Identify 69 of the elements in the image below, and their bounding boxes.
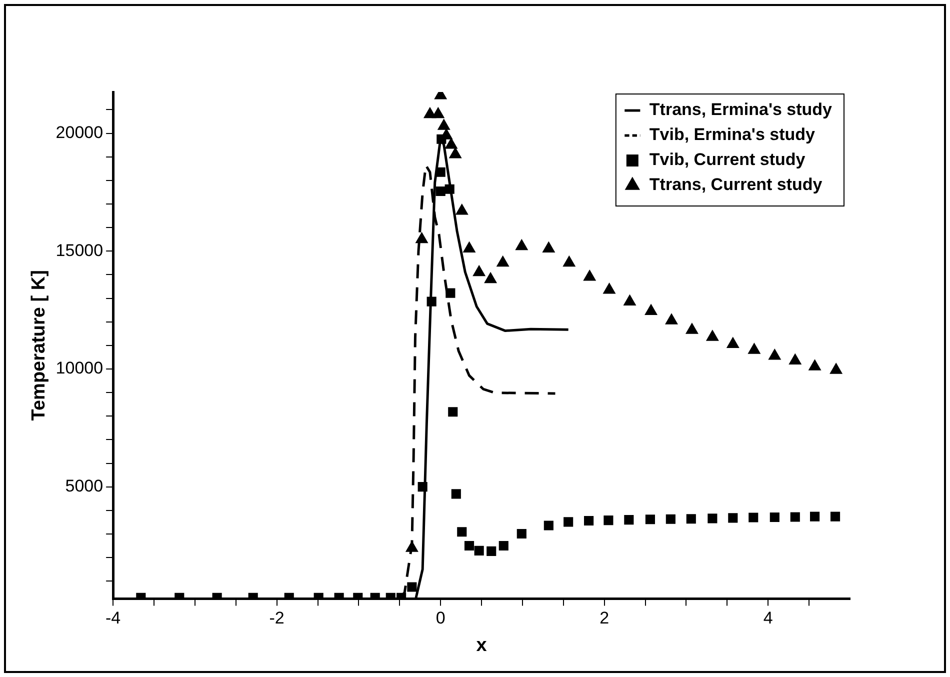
point bbox=[543, 242, 554, 253]
point bbox=[769, 350, 780, 360]
point bbox=[686, 324, 698, 334]
point bbox=[424, 108, 436, 118]
y-tick-label: 15000 bbox=[56, 240, 104, 260]
point bbox=[432, 108, 444, 118]
point bbox=[666, 314, 678, 324]
point bbox=[748, 344, 760, 354]
point bbox=[457, 527, 467, 537]
point bbox=[407, 582, 417, 592]
point bbox=[708, 514, 718, 524]
point bbox=[830, 364, 842, 374]
point bbox=[564, 517, 574, 527]
x-tick-label: 4 bbox=[763, 608, 773, 628]
point bbox=[416, 233, 428, 244]
legend-label: Ttrans, Ermina's study bbox=[649, 100, 833, 120]
point bbox=[516, 240, 528, 250]
point bbox=[584, 516, 594, 526]
point bbox=[438, 120, 450, 130]
y-tick-label: 20000 bbox=[56, 122, 104, 142]
point bbox=[604, 284, 615, 294]
point bbox=[564, 256, 575, 267]
legend-label: Ttrans, Current study bbox=[649, 175, 823, 194]
point bbox=[474, 546, 484, 556]
point bbox=[456, 204, 468, 215]
point bbox=[448, 407, 458, 417]
legend-label: Tvib, Current study bbox=[649, 150, 806, 170]
point bbox=[446, 138, 457, 149]
point bbox=[770, 512, 780, 522]
y-axis-title: Temperature [ K] bbox=[28, 270, 50, 421]
point bbox=[810, 512, 820, 522]
x-tick-label: -2 bbox=[269, 608, 284, 628]
point bbox=[451, 489, 461, 499]
x-tick-label: -4 bbox=[106, 608, 121, 628]
point bbox=[484, 273, 496, 284]
point bbox=[624, 296, 636, 306]
point bbox=[498, 540, 508, 551]
point bbox=[474, 266, 485, 276]
point bbox=[486, 546, 496, 556]
legend-label: Tvib, Ermina's study bbox=[649, 125, 816, 144]
point bbox=[728, 513, 738, 523]
point bbox=[686, 514, 696, 524]
y-tick-label: 5000 bbox=[65, 476, 104, 496]
x-tick-label: 0 bbox=[436, 608, 446, 628]
point bbox=[516, 528, 526, 539]
point bbox=[727, 338, 738, 348]
point bbox=[830, 512, 840, 522]
x-tick-label: 2 bbox=[600, 608, 610, 628]
point bbox=[645, 304, 657, 315]
point bbox=[809, 360, 820, 370]
point bbox=[544, 520, 554, 530]
point bbox=[464, 540, 474, 551]
point bbox=[446, 288, 456, 298]
point bbox=[436, 186, 446, 196]
point bbox=[706, 330, 718, 341]
point bbox=[624, 515, 634, 525]
point bbox=[790, 512, 800, 522]
point bbox=[450, 148, 461, 158]
point bbox=[436, 167, 446, 177]
point bbox=[666, 514, 676, 524]
point bbox=[464, 242, 475, 253]
point bbox=[497, 256, 508, 267]
point bbox=[645, 514, 655, 524]
y-tick-label: 10000 bbox=[56, 358, 104, 378]
point bbox=[790, 354, 801, 364]
x-axis-title: x bbox=[476, 634, 488, 656]
point bbox=[584, 270, 596, 281]
point bbox=[604, 516, 614, 526]
point bbox=[748, 512, 758, 522]
